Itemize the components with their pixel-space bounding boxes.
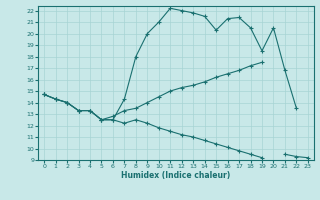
X-axis label: Humidex (Indice chaleur): Humidex (Indice chaleur) — [121, 171, 231, 180]
